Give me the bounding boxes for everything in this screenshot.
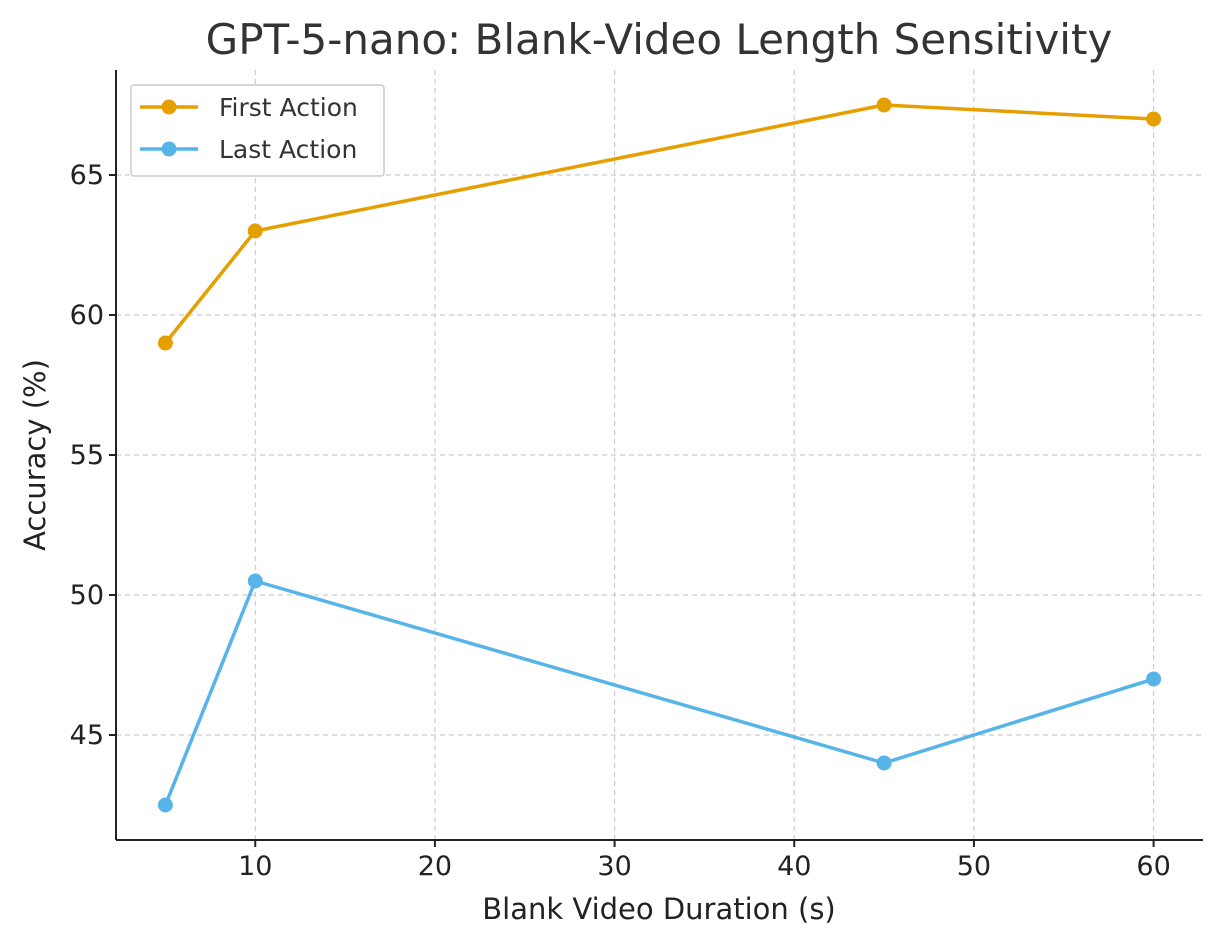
data-point-first-action <box>1146 111 1162 127</box>
series-line-last-action <box>163 579 1156 807</box>
grid <box>116 70 1203 840</box>
y-tick-label: 65 <box>70 160 104 191</box>
data-point-last-action <box>157 797 173 813</box>
legend-label-first-action: First Action <box>219 93 358 122</box>
ticks: 10 20 30 40 50 60 45 50 55 60 65 <box>70 160 1171 882</box>
series-line-first-action <box>163 103 1156 345</box>
x-tick-label: 50 <box>957 851 991 882</box>
chart-title: GPT-5-nano: Blank-Video Length Sensitivi… <box>206 15 1113 64</box>
legend-label-last-action: Last Action <box>219 135 357 164</box>
data-point-first-action <box>876 97 892 113</box>
data-point-first-action <box>247 223 263 239</box>
series-layer <box>157 97 1162 813</box>
y-tick-label: 50 <box>70 580 104 611</box>
y-axis-label: Accuracy (%) <box>18 359 52 551</box>
legend-marker-first-action <box>161 99 177 115</box>
y-tick-label: 55 <box>70 440 104 471</box>
legend-marker-last-action <box>161 141 177 157</box>
data-point-last-action <box>247 573 263 589</box>
x-tick-label: 40 <box>777 851 811 882</box>
legend: First Action Last Action <box>130 84 385 177</box>
x-tick-label: 30 <box>597 851 631 882</box>
x-tick-label: 60 <box>1136 851 1170 882</box>
x-axis-label: Blank Video Duration (s) <box>482 892 836 926</box>
y-tick-label: 45 <box>70 720 104 751</box>
data-point-last-action <box>1146 671 1162 687</box>
x-tick-label: 10 <box>238 851 272 882</box>
data-point-last-action <box>876 755 892 771</box>
y-tick-label: 60 <box>70 300 104 331</box>
x-tick-label: 20 <box>418 851 452 882</box>
data-point-first-action <box>157 335 173 351</box>
